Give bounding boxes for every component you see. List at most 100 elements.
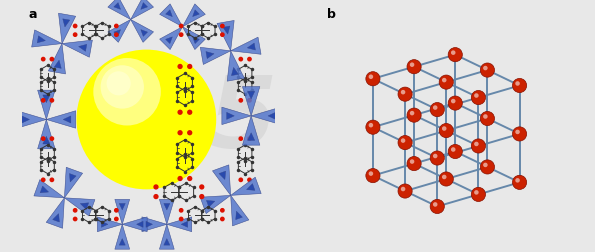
- Circle shape: [177, 65, 183, 70]
- Circle shape: [439, 124, 453, 138]
- Circle shape: [187, 131, 192, 136]
- Polygon shape: [227, 52, 245, 82]
- Circle shape: [410, 111, 414, 116]
- Circle shape: [430, 151, 444, 166]
- Polygon shape: [17, 111, 46, 129]
- Polygon shape: [62, 41, 92, 58]
- Circle shape: [407, 157, 421, 171]
- Text: b: b: [327, 8, 336, 20]
- Polygon shape: [164, 239, 170, 245]
- Circle shape: [93, 59, 161, 126]
- Polygon shape: [53, 214, 60, 222]
- Polygon shape: [54, 61, 61, 69]
- Polygon shape: [108, 0, 131, 20]
- Polygon shape: [193, 11, 199, 17]
- Polygon shape: [268, 113, 275, 120]
- Circle shape: [398, 184, 412, 198]
- Polygon shape: [212, 165, 231, 196]
- Polygon shape: [200, 196, 231, 214]
- Circle shape: [515, 178, 520, 183]
- Circle shape: [442, 175, 446, 179]
- Polygon shape: [159, 200, 174, 224]
- Circle shape: [398, 88, 412, 102]
- Polygon shape: [137, 222, 143, 227]
- Polygon shape: [146, 222, 152, 227]
- Circle shape: [369, 123, 373, 128]
- Polygon shape: [22, 116, 30, 123]
- Polygon shape: [242, 116, 260, 146]
- Circle shape: [41, 178, 46, 182]
- Circle shape: [433, 106, 437, 110]
- Polygon shape: [217, 21, 234, 52]
- Circle shape: [101, 66, 144, 109]
- Polygon shape: [236, 211, 242, 220]
- Polygon shape: [183, 5, 205, 28]
- Circle shape: [430, 200, 444, 214]
- Circle shape: [515, 82, 520, 86]
- Circle shape: [430, 103, 444, 117]
- Polygon shape: [164, 204, 170, 210]
- Polygon shape: [206, 201, 215, 207]
- Circle shape: [49, 178, 54, 182]
- Circle shape: [247, 99, 252, 103]
- Polygon shape: [231, 68, 239, 76]
- Circle shape: [448, 97, 462, 111]
- Circle shape: [407, 109, 421, 123]
- Circle shape: [41, 137, 46, 141]
- Polygon shape: [231, 177, 261, 196]
- Circle shape: [483, 115, 488, 119]
- Polygon shape: [142, 217, 167, 232]
- Circle shape: [107, 72, 131, 96]
- Circle shape: [483, 67, 488, 71]
- Polygon shape: [62, 20, 70, 28]
- Circle shape: [410, 160, 414, 164]
- Polygon shape: [159, 224, 174, 249]
- Circle shape: [73, 24, 77, 29]
- Text: a: a: [29, 8, 37, 21]
- Polygon shape: [248, 44, 255, 51]
- Circle shape: [512, 127, 527, 141]
- Circle shape: [177, 176, 183, 181]
- Polygon shape: [141, 30, 148, 37]
- Polygon shape: [165, 11, 173, 17]
- Circle shape: [407, 60, 421, 75]
- Circle shape: [199, 184, 205, 190]
- Polygon shape: [227, 113, 234, 120]
- Circle shape: [49, 57, 54, 62]
- Polygon shape: [141, 4, 148, 10]
- Circle shape: [448, 145, 462, 159]
- Circle shape: [512, 176, 527, 190]
- Polygon shape: [251, 108, 280, 125]
- Polygon shape: [159, 28, 183, 50]
- Circle shape: [401, 90, 405, 95]
- Circle shape: [247, 137, 252, 141]
- Polygon shape: [32, 31, 62, 48]
- Circle shape: [369, 75, 373, 80]
- Circle shape: [451, 99, 456, 104]
- Circle shape: [41, 99, 46, 103]
- Polygon shape: [222, 108, 251, 125]
- Polygon shape: [248, 92, 255, 100]
- Circle shape: [154, 194, 159, 199]
- Circle shape: [177, 131, 183, 136]
- Circle shape: [366, 121, 380, 135]
- Polygon shape: [131, 0, 154, 20]
- Polygon shape: [115, 224, 130, 249]
- Circle shape: [73, 33, 77, 38]
- Circle shape: [366, 169, 380, 183]
- Polygon shape: [101, 222, 108, 227]
- Polygon shape: [114, 4, 121, 10]
- Circle shape: [187, 65, 192, 70]
- Circle shape: [187, 176, 192, 181]
- Polygon shape: [98, 217, 122, 232]
- Polygon shape: [43, 137, 50, 144]
- Polygon shape: [37, 120, 55, 149]
- Polygon shape: [114, 30, 121, 37]
- Circle shape: [474, 94, 478, 99]
- Circle shape: [471, 91, 486, 105]
- Polygon shape: [119, 204, 126, 210]
- Circle shape: [480, 160, 494, 174]
- Polygon shape: [122, 217, 147, 232]
- Circle shape: [433, 154, 437, 159]
- Circle shape: [49, 99, 54, 103]
